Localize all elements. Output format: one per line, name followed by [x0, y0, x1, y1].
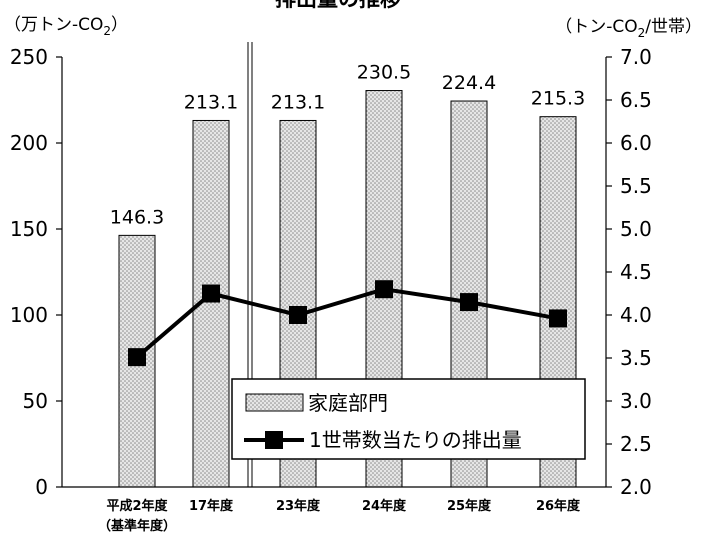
right-tick-label: 4.5	[620, 260, 652, 284]
right-tick-label: 3.0	[620, 389, 652, 413]
right-tick-label: 7.0	[620, 45, 652, 69]
category-label: 17年度	[189, 498, 234, 514]
right-tick-label: 6.5	[620, 88, 652, 112]
legend: 家庭部門 1世帯数当たりの排出量	[231, 378, 586, 460]
left-tick-label: 150	[10, 217, 48, 241]
line-point	[289, 306, 307, 324]
right-tick-label: 2.0	[620, 475, 652, 499]
line-point	[128, 348, 146, 367]
left-axis-unit-close: ）	[111, 15, 128, 35]
category-label: 24年度	[362, 498, 407, 514]
right-tick-label: 5.0	[620, 217, 652, 241]
left-tick-label: 100	[10, 303, 48, 327]
right-tick-label: 5.5	[620, 174, 652, 198]
right-tick-label: 6.0	[620, 131, 652, 155]
line-point	[460, 293, 478, 312]
right-axis-unit-tail: /世帯）	[645, 17, 702, 37]
legend-bar-label: 家庭部門	[308, 391, 388, 415]
right-axis-unit: （トン-CO2/世帯）	[555, 17, 702, 40]
left-tick-label: 200	[10, 131, 48, 155]
right-tick-label: 2.5	[620, 432, 652, 456]
line-point	[202, 284, 220, 303]
chart-title: 排出量の推移	[275, 0, 401, 11]
bar-value-label: 215.3	[531, 88, 585, 110]
bar-value-label: 230.5	[357, 62, 411, 84]
bar-value-labels: 146.3 213.1 213.1 230.5 224.4 215.3	[110, 62, 585, 229]
left-tick-label: 250	[10, 45, 48, 69]
category-sublabel: （基準年度）	[98, 518, 176, 534]
bar-value-label: 146.3	[110, 206, 164, 228]
left-axis: 0 50 100 150 200 250	[10, 45, 62, 499]
category-label: 25年度	[447, 498, 492, 514]
line-point	[549, 309, 567, 328]
right-axis-unit-main: （トン-CO	[555, 17, 637, 37]
left-tick-label: 50	[23, 389, 48, 413]
bar-value-label: 224.4	[442, 72, 496, 94]
line-point	[375, 280, 393, 299]
line-path	[135, 287, 559, 359]
bar-value-label: 213.1	[184, 91, 238, 113]
left-axis-unit-sub: 2	[103, 24, 111, 38]
right-tick-label: 3.5	[620, 346, 652, 370]
category-labels: 平成2年度 （基準年度） 17年度 23年度 24年度 25年度 26年度	[98, 498, 581, 534]
right-axis: 2.0 2.5 3.0 3.5 4.0 4.5 5.0 5.5 6.0 6.5 7.0	[606, 45, 652, 499]
right-tick-label: 4.0	[620, 303, 652, 327]
category-label: 平成2年度	[106, 498, 168, 514]
legend-line-label: 1世帯数当たりの排出量	[309, 428, 522, 452]
line-series	[128, 280, 567, 367]
legend-box	[231, 378, 586, 460]
category-label: 23年度	[276, 498, 321, 514]
legend-line-marker	[265, 431, 283, 449]
category-label: 26年度	[536, 498, 581, 514]
right-axis-unit-sub: 2	[638, 26, 646, 40]
legend-bar-swatch	[245, 393, 304, 412]
left-tick-label: 0	[35, 475, 48, 499]
left-axis-unit-main: （万トン-CO	[4, 15, 103, 35]
left-axis-unit: （万トン-CO2）	[4, 15, 128, 38]
bar-value-label: 213.1	[271, 91, 325, 113]
